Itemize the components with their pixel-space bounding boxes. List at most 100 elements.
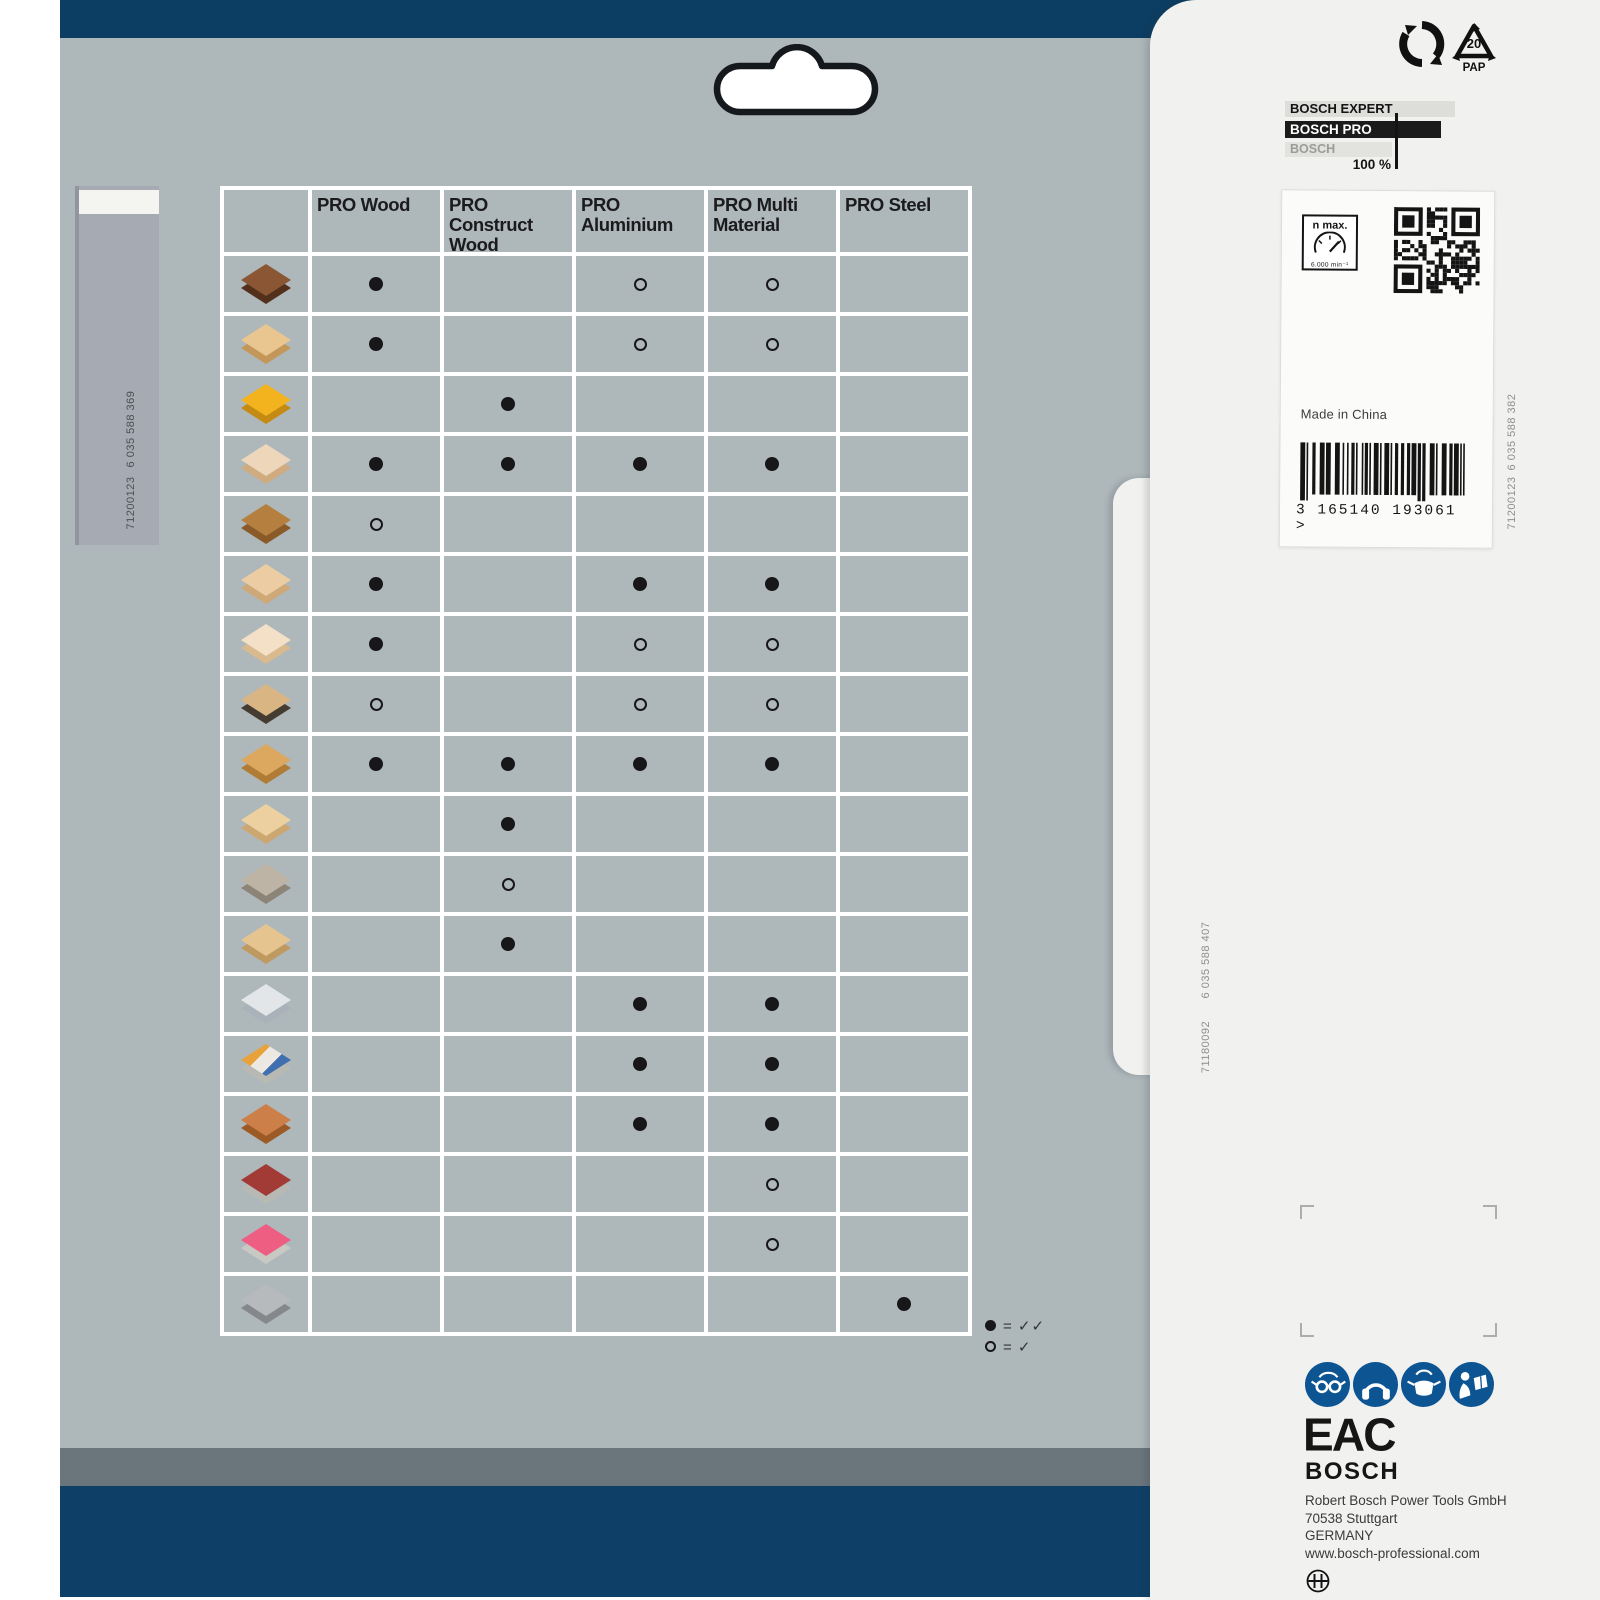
compat-empty-cell	[840, 1156, 968, 1212]
filled-dot-icon	[369, 757, 383, 771]
filled-dot-icon	[369, 457, 383, 471]
table-legend: = ✓✓ = ✓	[985, 1315, 1045, 1357]
dust-mask-icon	[1401, 1362, 1446, 1407]
material-icon	[237, 1162, 295, 1206]
column-header: PRO Wood	[312, 190, 440, 252]
compat-full-dot	[576, 1036, 704, 1092]
mdf-board-icon	[224, 556, 308, 612]
table-corner-cell	[224, 190, 308, 252]
open-dot-icon	[633, 637, 647, 651]
material-icon	[237, 802, 295, 846]
compat-empty-cell	[576, 376, 704, 432]
filled-dot-icon	[633, 577, 647, 591]
compat-full-dot	[708, 556, 836, 612]
open-dot-icon	[633, 277, 647, 291]
compat-full-dot	[708, 436, 836, 492]
eac-logo: EAC	[1303, 1408, 1396, 1461]
compat-empty-cell	[444, 1036, 572, 1092]
compat-empty-cell	[840, 616, 968, 672]
compat-empty-cell	[840, 496, 968, 552]
material-icon	[237, 382, 295, 426]
crop-mark-br	[1483, 1323, 1497, 1337]
compat-open-dot	[312, 676, 440, 732]
material-icon	[237, 622, 295, 666]
compat-empty-cell	[576, 1216, 704, 1272]
compat-empty-cell	[840, 916, 968, 972]
compat-empty-cell	[312, 796, 440, 852]
compat-full-dot	[708, 976, 836, 1032]
open-dot-icon	[765, 697, 779, 711]
filled-dot-icon	[765, 457, 779, 471]
compat-full-dot	[444, 376, 572, 432]
filled-dot-icon	[633, 757, 647, 771]
filled-dot-icon	[633, 457, 647, 471]
filled-dot-icon	[985, 1320, 996, 1331]
material-icon	[237, 1222, 295, 1266]
ean-barcode	[1296, 440, 1474, 508]
compat-full-dot	[444, 796, 572, 852]
compat-empty-cell	[576, 856, 704, 912]
laminated-board-icon	[224, 676, 308, 732]
hardwood-planks-icon	[224, 256, 308, 312]
compat-open-dot	[312, 496, 440, 552]
compat-full-dot	[576, 556, 704, 612]
osb-board-icon	[224, 736, 308, 792]
compat-empty-cell	[576, 496, 704, 552]
compat-empty-cell	[840, 856, 968, 912]
tier-bar-expert: BOSCH EXPERT	[1285, 101, 1455, 117]
compat-empty-cell	[444, 1156, 572, 1212]
filled-dot-icon	[369, 637, 383, 651]
compat-empty-cell	[444, 556, 572, 612]
flap-code-bottom: 71180092	[1200, 1020, 1212, 1074]
construction-timber-icon	[224, 796, 308, 852]
material-icon	[237, 682, 295, 726]
open-dot-icon	[765, 277, 779, 291]
compat-empty-cell	[312, 1096, 440, 1152]
material-icon	[237, 982, 295, 1026]
compat-empty-cell	[444, 1096, 572, 1152]
product-label-sticker: n max. 6.000 min⁻¹ Made in China 3 16514…	[1278, 189, 1496, 549]
filled-dot-icon	[765, 577, 779, 591]
compat-empty-cell	[708, 496, 836, 552]
tier-marker-line	[1395, 113, 1398, 169]
compat-empty-cell	[312, 376, 440, 432]
speedometer-icon	[1313, 231, 1346, 254]
made-in-text: Made in China	[1300, 406, 1388, 423]
compat-open-dot	[576, 616, 704, 672]
filled-dot-icon	[501, 397, 515, 411]
left-side-flap	[75, 186, 159, 545]
compat-empty-cell	[444, 976, 572, 1032]
compat-full-dot	[444, 436, 572, 492]
pap-recycle-icon: 20 PAP	[1450, 22, 1498, 74]
filled-dot-icon	[369, 277, 383, 291]
compat-full-dot	[312, 736, 440, 792]
nmax-speed-box: n max. 6.000 min⁻¹	[1301, 214, 1359, 271]
copper-pipe-fittings-icon	[224, 1096, 308, 1152]
compat-open-dot	[444, 856, 572, 912]
laminate-panel-dark-red-icon	[224, 1156, 308, 1212]
open-dot-icon	[369, 517, 383, 531]
compatibility-table: PRO Wood PRO Construct Wood PRO Aluminium P…	[220, 186, 972, 1336]
material-icon	[237, 502, 295, 546]
filled-dot-icon	[633, 997, 647, 1011]
chipboard-icon	[224, 436, 308, 492]
crop-mark-tr	[1483, 1205, 1497, 1219]
compat-full-dot	[576, 436, 704, 492]
brand-tier-chart: BOSCH EXPERT BOSCH PRO BOSCH 100 %	[1285, 100, 1495, 175]
aluminium-profile-icon	[224, 976, 308, 1032]
legend-row-open: = ✓	[985, 1336, 1045, 1357]
compat-open-dot	[576, 676, 704, 732]
resin-coated-board-icon	[224, 376, 308, 432]
filled-dot-icon	[765, 757, 779, 771]
plywood-boards-icon	[224, 616, 308, 672]
column-header: PRO Aluminium	[576, 190, 704, 252]
tier-bar-bosch: BOSCH	[1285, 142, 1392, 157]
compat-full-dot	[576, 976, 704, 1032]
hang-card-panel: 20 PAP BOSCH EXPERT BOSCH PRO BOSCH 100 …	[1150, 0, 1600, 1600]
compat-full-dot	[444, 916, 572, 972]
filled-dot-icon	[501, 817, 515, 831]
compat-empty-cell	[312, 1216, 440, 1272]
compat-full-dot	[708, 736, 836, 792]
compat-empty-cell	[444, 676, 572, 732]
